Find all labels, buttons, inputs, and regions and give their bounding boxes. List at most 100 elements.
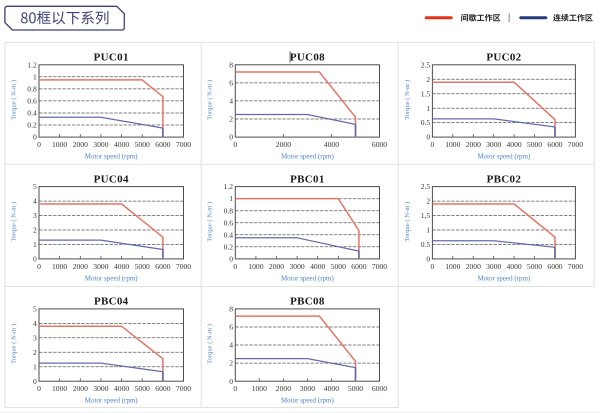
svg-text:2.5: 2.5 — [421, 60, 431, 69]
svg-text:7000: 7000 — [176, 262, 191, 271]
svg-text:2000: 2000 — [276, 140, 291, 149]
svg-text:0.5: 0.5 — [421, 118, 431, 127]
svg-text:4000: 4000 — [310, 262, 325, 271]
svg-text:6000: 6000 — [372, 140, 387, 149]
svg-text:0: 0 — [431, 262, 435, 271]
svg-text:0: 0 — [431, 140, 435, 149]
svg-text:3: 3 — [33, 211, 37, 220]
svg-text:PUC01: PUC01 — [94, 52, 129, 64]
svg-text:7000: 7000 — [372, 262, 387, 271]
svg-text:Torque ( N-m ): Torque ( N-m ) — [207, 80, 214, 120]
svg-text:6000: 6000 — [547, 140, 562, 149]
svg-text:1.2: 1.2 — [224, 182, 234, 191]
svg-text:Motor speed (rpm): Motor speed (rpm) — [281, 153, 335, 161]
svg-text:5: 5 — [33, 182, 37, 191]
svg-text:2: 2 — [33, 226, 37, 235]
svg-text:0: 0 — [229, 133, 233, 142]
svg-text:4000: 4000 — [324, 384, 339, 393]
svg-text:6: 6 — [229, 79, 233, 88]
svg-text:PBC08: PBC08 — [290, 296, 325, 308]
svg-text:1: 1 — [229, 194, 233, 203]
svg-text:4: 4 — [33, 197, 37, 206]
svg-text:Motor speed (rpm): Motor speed (rpm) — [281, 397, 335, 405]
svg-text:8: 8 — [229, 60, 233, 69]
svg-text:2: 2 — [229, 115, 233, 124]
svg-text:2: 2 — [229, 359, 233, 368]
svg-text:2000: 2000 — [466, 140, 481, 149]
svg-text:Torque ( N-m ): Torque ( N-m ) — [404, 80, 411, 120]
svg-text:1000: 1000 — [52, 384, 67, 393]
svg-text:2.5: 2.5 — [421, 182, 431, 191]
svg-text:6000: 6000 — [155, 262, 170, 271]
svg-text:1000: 1000 — [445, 262, 460, 271]
svg-text:Torque ( N-m ): Torque ( N-m ) — [207, 202, 214, 242]
svg-text:2: 2 — [33, 348, 37, 357]
svg-text:0: 0 — [229, 377, 233, 386]
svg-text:2000: 2000 — [276, 384, 291, 393]
svg-text:2000: 2000 — [466, 262, 481, 271]
svg-text:3000: 3000 — [290, 262, 305, 271]
svg-text:1,5: 1,5 — [421, 211, 431, 220]
svg-text:1: 1 — [33, 72, 37, 81]
svg-text:3000: 3000 — [93, 140, 108, 149]
svg-text:6000: 6000 — [351, 262, 366, 271]
svg-text:Motor speed (rpm): Motor speed (rpm) — [85, 397, 139, 405]
svg-text:0: 0 — [33, 133, 37, 142]
svg-text:2: 2 — [426, 75, 430, 84]
svg-text:7000: 7000 — [568, 140, 583, 149]
svg-text:0: 0 — [37, 384, 41, 393]
svg-text:0.6: 0.6 — [27, 97, 37, 106]
svg-text:3: 3 — [33, 333, 37, 342]
svg-text:6000: 6000 — [372, 384, 387, 393]
svg-text:1: 1 — [426, 226, 430, 235]
svg-text:4000: 4000 — [114, 140, 129, 149]
svg-text:6000: 6000 — [547, 262, 562, 271]
svg-text:Motor speed (rpm): Motor speed (rpm) — [281, 274, 335, 282]
svg-text:0.8: 0.8 — [27, 85, 37, 94]
svg-text:5: 5 — [33, 305, 37, 314]
svg-text:6: 6 — [229, 323, 233, 332]
svg-text:2000: 2000 — [73, 140, 88, 149]
svg-text:4000: 4000 — [324, 140, 339, 149]
svg-text:0.6: 0.6 — [224, 218, 234, 227]
svg-text:Torque ( N-m ): Torque ( N-m ) — [10, 324, 17, 364]
svg-text:3000: 3000 — [93, 384, 108, 393]
svg-text:0: 0 — [426, 255, 430, 264]
svg-text:1: 1 — [426, 104, 430, 113]
svg-text:7000: 7000 — [176, 140, 191, 149]
svg-text:5000: 5000 — [348, 384, 363, 393]
svg-text:4000: 4000 — [507, 140, 522, 149]
svg-text:8: 8 — [229, 305, 233, 314]
svg-text:4: 4 — [33, 319, 37, 328]
svg-text:3000: 3000 — [486, 140, 501, 149]
svg-text:5000: 5000 — [135, 140, 150, 149]
svg-text:1000: 1000 — [248, 262, 263, 271]
svg-text:5000: 5000 — [527, 262, 542, 271]
svg-text:0: 0 — [426, 133, 430, 142]
svg-text:PBC02: PBC02 — [487, 173, 522, 185]
svg-text:6000: 6000 — [155, 140, 170, 149]
svg-text:2: 2 — [426, 197, 430, 206]
svg-text:5000: 5000 — [135, 262, 150, 271]
svg-text:1000: 1000 — [445, 140, 460, 149]
svg-text:7000: 7000 — [176, 384, 191, 393]
svg-text:2000: 2000 — [73, 262, 88, 271]
svg-text:5000: 5000 — [135, 384, 150, 393]
svg-text:5000: 5000 — [527, 140, 542, 149]
svg-text:0: 0 — [37, 140, 41, 149]
svg-text:4: 4 — [229, 341, 233, 350]
svg-text:4000: 4000 — [114, 384, 129, 393]
svg-text:0: 0 — [233, 384, 237, 393]
svg-text:Motor speed (rpm): Motor speed (rpm) — [477, 153, 531, 161]
svg-text:0.5: 0.5 — [421, 240, 431, 249]
svg-text:4000: 4000 — [114, 262, 129, 271]
svg-text:PUC08: PUC08 — [290, 52, 325, 64]
svg-text:5000: 5000 — [331, 262, 346, 271]
svg-text:0.8: 0.8 — [224, 206, 234, 215]
svg-text:Torque ( N-m ): Torque ( N-m ) — [207, 324, 214, 364]
svg-text:2000: 2000 — [269, 262, 284, 271]
svg-text:1.5: 1.5 — [421, 89, 431, 98]
svg-text:1000: 1000 — [52, 262, 67, 271]
svg-text:1: 1 — [33, 240, 37, 249]
svg-text:0.2: 0.2 — [27, 121, 37, 130]
